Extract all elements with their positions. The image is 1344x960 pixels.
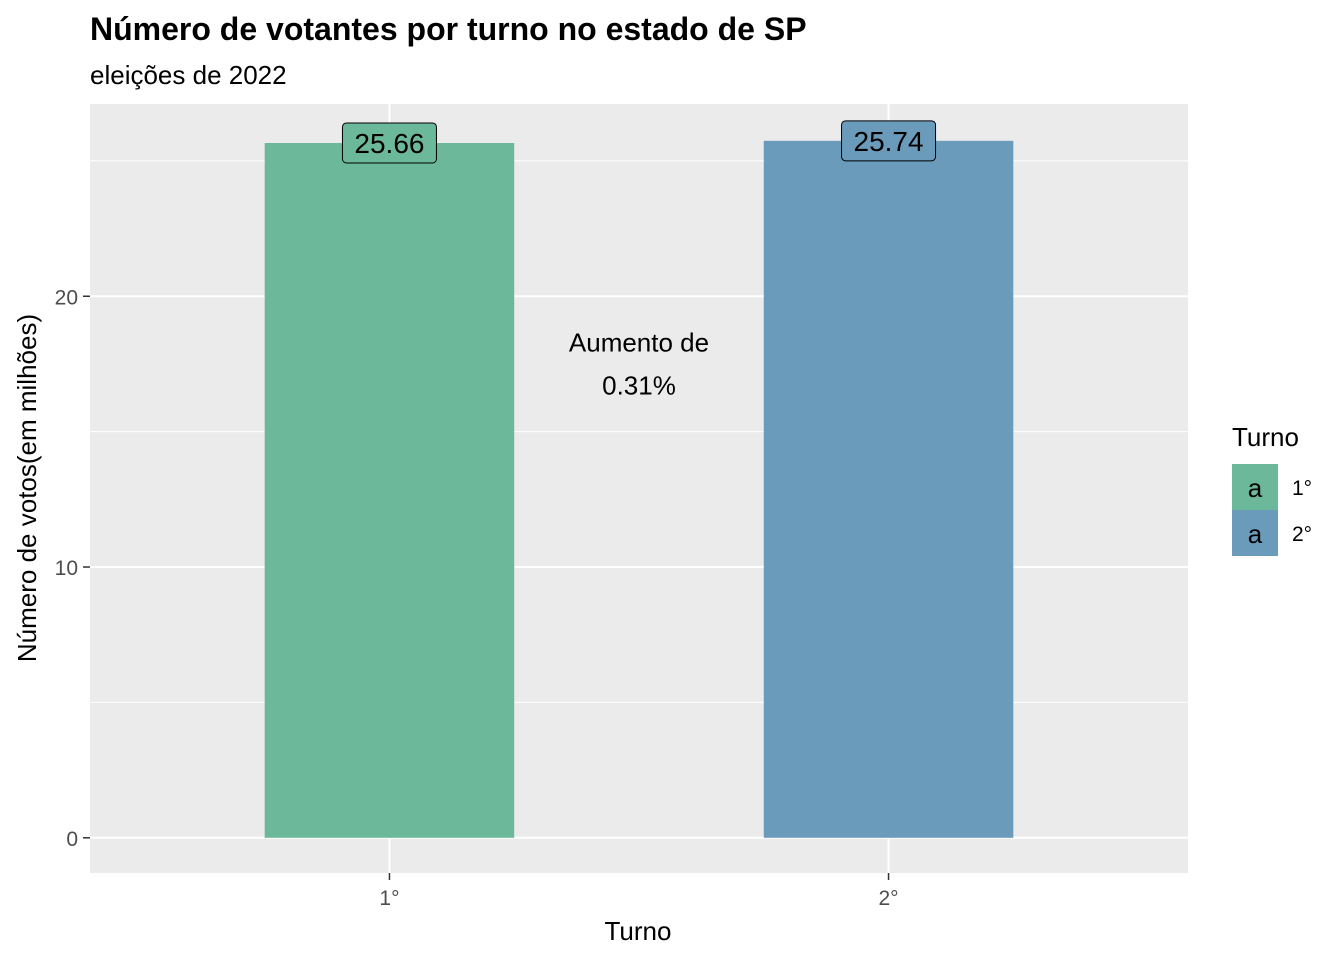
data-label: 25.66: [341, 122, 437, 164]
bars-layer: 25.66 25.74: [264, 120, 1014, 838]
y-tick-label: 0: [66, 828, 78, 851]
y-tick-label: 10: [55, 557, 78, 580]
legend-key: [1232, 510, 1278, 556]
data-label-text: 25.74: [854, 126, 924, 157]
legend-label: 2°: [1292, 523, 1312, 546]
legend-label: 1°: [1292, 477, 1312, 500]
legend-key-glyph: a: [1248, 473, 1263, 503]
annotation-line-1: Aumento de: [569, 327, 709, 357]
x-tick-label: 1°: [379, 887, 399, 910]
x-axis: 1° 2°: [379, 873, 899, 910]
legend-item: a 2°: [1232, 510, 1312, 556]
data-label-box: [341, 122, 437, 164]
y-axis-title: Número de votos(em milhões): [12, 314, 42, 662]
bar: [763, 140, 1014, 838]
legend-key-glyph: a: [1248, 519, 1263, 549]
legend-key: [1232, 464, 1278, 510]
data-label-text: 25.66: [354, 128, 424, 159]
plot-panel: [90, 104, 1188, 873]
data-label: 25.74: [841, 120, 937, 162]
legend-item: a 1°: [1232, 464, 1312, 510]
y-axis: 0 10 20: [55, 286, 90, 851]
data-label-box: [841, 120, 937, 162]
legend: Turno a 1° a 2°: [1232, 422, 1312, 556]
chart-subtitle: eleições de 2022: [90, 60, 287, 90]
legend-title: Turno: [1232, 422, 1299, 452]
x-tick-label: 2°: [879, 887, 899, 910]
chart-title: Número de votantes por turno no estado d…: [90, 11, 807, 47]
x-axis-title: Turno: [605, 916, 672, 946]
bar: [264, 142, 515, 838]
y-tick-label: 20: [55, 286, 78, 309]
annotation-line-2: 0.31%: [602, 370, 676, 400]
